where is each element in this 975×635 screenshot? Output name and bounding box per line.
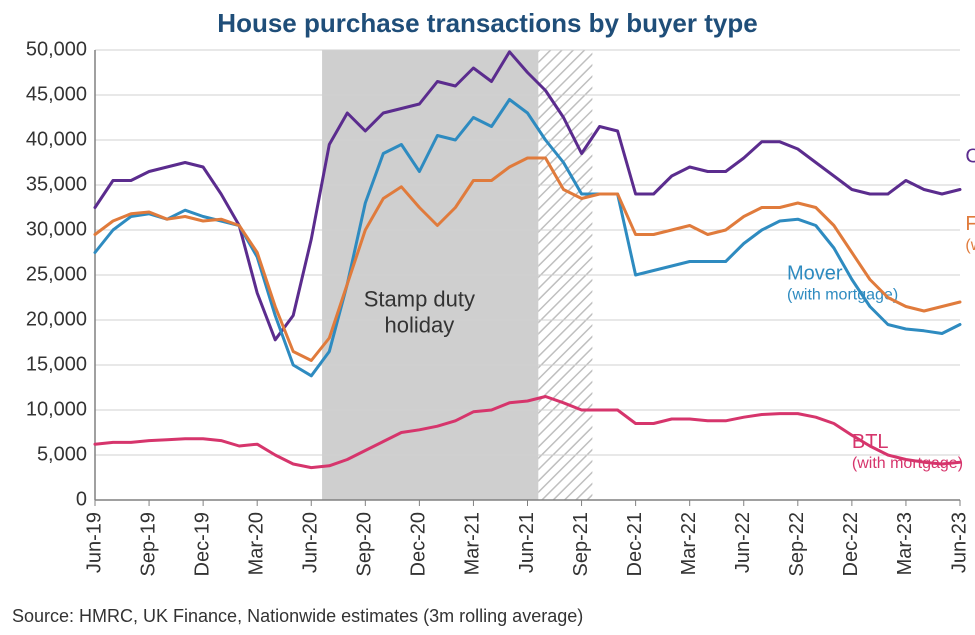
- ytick-label: 25,000: [26, 263, 87, 285]
- series-label-cash: Cash: [965, 146, 975, 168]
- xtick-label: Dec-21: [624, 512, 646, 576]
- xtick-label: Jun-23: [948, 512, 970, 573]
- ytick-label: 10,000: [26, 398, 87, 420]
- xtick-label: Dec-19: [191, 512, 213, 576]
- xtick-label: Sep-21: [570, 512, 592, 577]
- xtick-label: Jun-21: [516, 512, 538, 573]
- chart-svg: 0 5,000 10,000 15,000 20,000 25,000 30,000 35,0…: [0, 0, 975, 635]
- xtick-label: Sep-19: [137, 512, 159, 577]
- annotation-line2: holiday: [385, 313, 455, 338]
- xtick-label: Sep-20: [354, 512, 376, 577]
- ytick-label: 50,000: [26, 38, 87, 60]
- xtick-label: Jun-20: [300, 512, 322, 573]
- xtick-label: Mar-23: [894, 512, 916, 575]
- chart-source: Source: HMRC, UK Finance, Nationwide est…: [12, 606, 583, 627]
- series-label-btl: BTL: [852, 431, 889, 453]
- series-label-mover: Mover: [787, 263, 843, 285]
- xtick-label: Sep-22: [786, 512, 808, 577]
- ytick-label: 15,000: [26, 353, 87, 375]
- ytick-label: 30,000: [26, 218, 87, 240]
- ytick-label: 35,000: [26, 173, 87, 195]
- series-label-ftb: FTB: [965, 213, 975, 235]
- series-sublabel-ftb: (with mtg): [965, 237, 975, 254]
- xtick-label: Dec-22: [840, 512, 862, 576]
- ytick-label: 0: [76, 488, 87, 510]
- chart-container: House purchase transactions by buyer typ…: [0, 0, 975, 635]
- ytick-label: 40,000: [26, 128, 87, 150]
- series-sublabel-btl: (with mortgage): [852, 455, 963, 472]
- xtick-label: Dec-20: [408, 512, 430, 576]
- xtick-label: Jun-22: [732, 512, 754, 573]
- annotation-line1: Stamp duty: [364, 287, 475, 312]
- xtick-label: Mar-20: [245, 512, 267, 575]
- xtick-label: Mar-22: [678, 512, 700, 575]
- ytick-label: 5,000: [37, 443, 87, 465]
- ytick-label: 20,000: [26, 308, 87, 330]
- xtick-label: Mar-21: [462, 512, 484, 575]
- ytick-label: 45,000: [26, 83, 87, 105]
- xtick-label: Jun-19: [83, 512, 105, 573]
